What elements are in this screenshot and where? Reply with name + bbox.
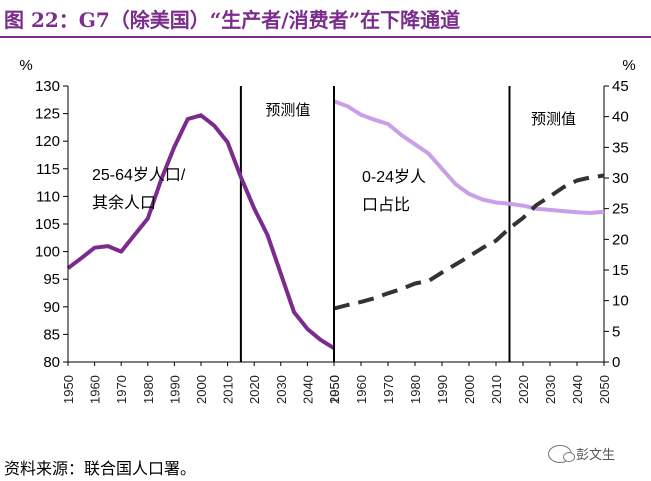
- x-tick-label-left: 2000: [194, 375, 209, 404]
- y-tick-label-left: 95: [43, 271, 60, 288]
- series-label-right: 口占比: [362, 196, 410, 214]
- y-tick-label-left: 100: [35, 244, 60, 261]
- x-tick-label-left: 1980: [141, 375, 156, 404]
- x-tick-label-left: 1970: [114, 375, 129, 404]
- watermark: 彭文生: [548, 444, 615, 463]
- y-tick-label-left: 125: [35, 106, 60, 123]
- wechat-icon: [548, 444, 575, 463]
- x-tick-label-left: 2030: [274, 375, 289, 404]
- y-tick-label-right: 10: [612, 293, 629, 310]
- x-tick-label-right: 2040: [570, 375, 585, 404]
- source-note: 资料来源：联合国人口署。: [4, 459, 197, 478]
- y-tick-label-right: 20: [612, 231, 629, 248]
- y-tick-label-right: 45: [612, 78, 629, 95]
- y-tick-label-left: 130: [35, 78, 60, 95]
- x-tick-label-left: 2020: [247, 375, 262, 404]
- x-tick-label-right: 2020: [516, 375, 531, 404]
- series-line-right-1: [333, 173, 605, 311]
- forecast-label-left: 预测值: [265, 102, 310, 119]
- series-label-left: 25-64岁人口/: [92, 166, 186, 184]
- y-tick-label-left: 80: [43, 354, 60, 371]
- x-tick-label-left: 2010: [221, 375, 236, 404]
- y-tick-label-right: 35: [612, 139, 629, 156]
- x-tick-label-right: 2000: [462, 375, 477, 404]
- forecast-label-right: 预测值: [531, 111, 576, 128]
- figure-title: 图 22：G7（除美国）“生产者/消费者”在下降通道: [4, 8, 461, 32]
- x-tick-label-right: 2050: [597, 375, 612, 404]
- x-tick-label-right: 2030: [543, 375, 558, 404]
- series-label-right: 0-24岁人: [362, 168, 426, 186]
- y-tick-label-left: 120: [35, 133, 60, 150]
- series-line-left-0: [66, 113, 336, 350]
- x-tick-label-left: 1950: [61, 375, 76, 404]
- x-tick-label-left: 2040: [300, 375, 315, 404]
- y-tick-label-right: 15: [612, 262, 629, 279]
- y-tick-label-right: 0: [612, 354, 620, 371]
- series-label-left: 其余人口: [92, 193, 156, 212]
- y-tick-label-left: 85: [43, 326, 60, 343]
- y-tick-label-left: 110: [36, 188, 60, 205]
- y-tick-label-right: 5: [612, 323, 620, 340]
- watermark-text: 彭文生: [576, 448, 616, 463]
- y-tick-label-left: 115: [36, 161, 60, 178]
- y-unit-label-right: %: [622, 57, 635, 74]
- x-tick-label-left: 1960: [88, 375, 103, 404]
- x-tick-label-right: 1980: [408, 375, 423, 404]
- y-tick-label-right: 30: [612, 170, 629, 187]
- x-tick-label-left: 2050: [327, 375, 342, 404]
- x-tick-label-right: 2010: [489, 375, 504, 404]
- y-tick-label-right: 40: [612, 109, 629, 126]
- y-tick-label-left: 105: [35, 216, 60, 233]
- x-tick-label-left: 1990: [167, 375, 182, 404]
- x-tick-label-right: 1950: [327, 375, 342, 404]
- y-tick-label-right: 25: [612, 201, 629, 218]
- x-tick-label-right: 1990: [435, 375, 450, 404]
- y-unit-label-left: %: [19, 57, 32, 74]
- title-rule: [0, 36, 651, 38]
- x-tick-label-right: 1970: [381, 375, 396, 404]
- y-tick-label-left: 90: [43, 299, 60, 316]
- series-line-right-0: [333, 99, 605, 215]
- x-tick-label-right: 1960: [354, 375, 369, 404]
